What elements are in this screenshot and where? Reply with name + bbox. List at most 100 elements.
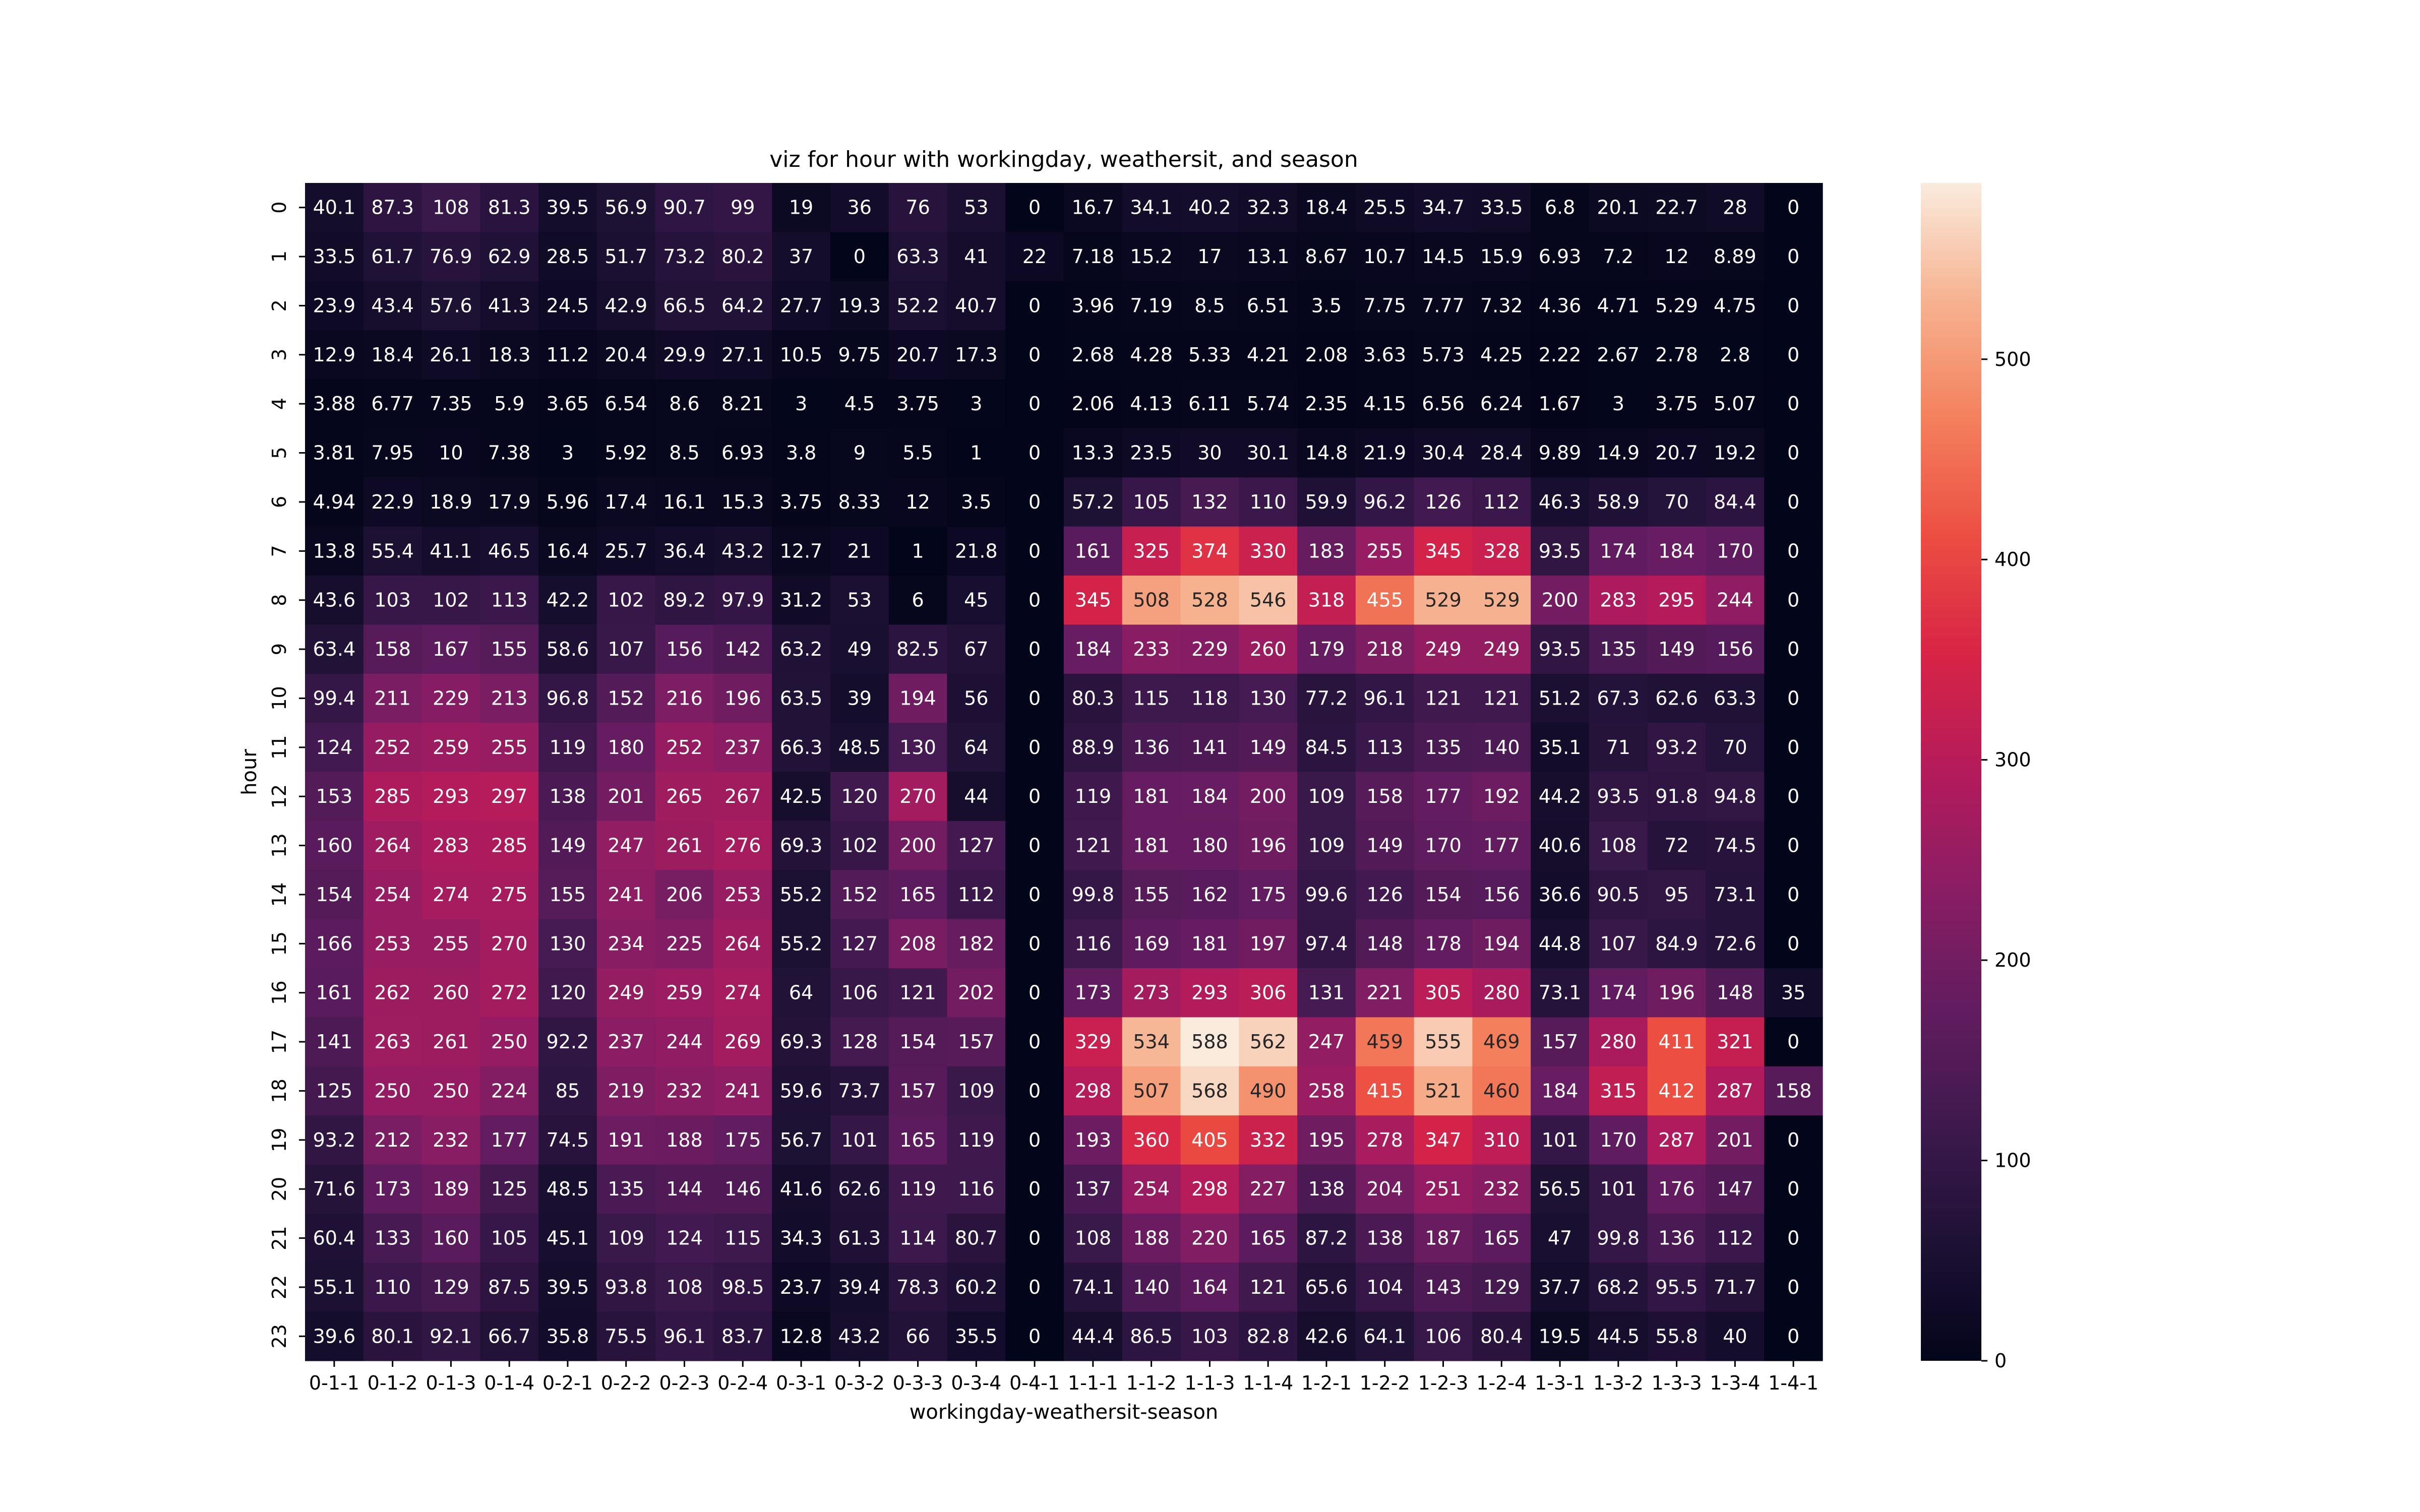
cell-value-label: 92.2 <box>547 1031 589 1053</box>
heatmap-cell <box>1122 673 1181 723</box>
cell-value-label: 0 <box>1787 245 1799 268</box>
cell-value-label: 192 <box>1483 785 1520 807</box>
cell-value-label: 181 <box>1191 932 1228 955</box>
cell-value-label: 259 <box>433 736 469 759</box>
heatmap-cell <box>1472 772 1531 822</box>
cell-value-label: 89.2 <box>663 589 706 611</box>
heatmap-cell <box>1297 1311 1356 1361</box>
heatmap-cell <box>947 1017 1006 1067</box>
heatmap-cell <box>830 1164 889 1214</box>
heatmap-cell <box>1064 379 1123 429</box>
cell-value-label: 5.73 <box>1422 344 1465 366</box>
heatmap-cell <box>1647 576 1707 625</box>
heatmap-cell <box>1647 1311 1707 1361</box>
cell-value-label: 99.8 <box>1072 884 1115 906</box>
cell-value-label: 234 <box>608 932 644 955</box>
x-tick-label: 1-2-2 <box>1360 1372 1410 1394</box>
cell-value-label: 193 <box>1075 1129 1112 1151</box>
heatmap-cell <box>947 183 1006 232</box>
heatmap-cell <box>1239 330 1298 380</box>
cell-value-label: 469 <box>1483 1031 1520 1053</box>
heatmap-cell <box>1005 477 1064 527</box>
heatmap-cell <box>947 870 1006 920</box>
heatmap-cell <box>1239 183 1298 232</box>
cell-value-label: 0 <box>1787 442 1799 464</box>
heatmap-cell <box>655 330 714 380</box>
heatmap-cell <box>363 723 422 773</box>
heatmap-cell <box>1414 232 1473 282</box>
heatmap-cell <box>830 1311 889 1361</box>
heatmap-cell <box>480 428 539 478</box>
y-tick-label: 20 <box>268 1177 290 1201</box>
heatmap-cell <box>1531 183 1590 232</box>
heatmap-cell <box>1531 870 1590 920</box>
heatmap-cell <box>480 1263 539 1312</box>
heatmap-cell <box>363 477 422 527</box>
cell-value-label: 158 <box>1366 785 1403 807</box>
cell-value-label: 229 <box>433 687 469 709</box>
cell-value-label: 126 <box>1366 884 1403 906</box>
heatmap-cell <box>772 1066 831 1116</box>
heatmap-cell <box>1531 772 1590 822</box>
cell-value-label: 82.8 <box>1247 1325 1290 1347</box>
cell-value-label: 5.96 <box>547 491 589 513</box>
cell-value-label: 93.2 <box>1655 736 1698 759</box>
heatmap-cell <box>1414 183 1473 232</box>
heatmap-cell <box>830 379 889 429</box>
heatmap-cell <box>1472 1164 1531 1214</box>
cell-value-label: 216 <box>666 687 703 709</box>
cell-value-label: 12 <box>905 491 930 513</box>
cell-value-label: 287 <box>1658 1129 1695 1151</box>
cell-value-label: 3.75 <box>1655 393 1698 415</box>
cell-value-label: 15.2 <box>1130 245 1173 268</box>
heatmap-cell <box>1180 183 1239 232</box>
heatmap-cell <box>305 870 364 920</box>
cell-value-label: 160 <box>433 1227 469 1249</box>
cell-value-label: 200 <box>1250 785 1287 807</box>
cell-value-label: 13.8 <box>313 540 356 562</box>
cell-value-label: 0 <box>1028 1276 1041 1298</box>
cell-value-label: 28 <box>1723 197 1747 219</box>
heatmap-cell <box>1414 821 1473 870</box>
heatmap-cell <box>1764 1164 1823 1214</box>
heatmap-cell <box>1414 428 1473 478</box>
cell-value-label: 287 <box>1717 1080 1753 1102</box>
cell-value-label: 75.5 <box>604 1325 647 1347</box>
cell-value-label: 293 <box>433 785 469 807</box>
heatmap-cell <box>1706 624 1765 674</box>
cell-value-label: 71.7 <box>1714 1276 1757 1298</box>
cell-value-label: 25.7 <box>604 540 647 562</box>
cell-value-label: 98.5 <box>721 1276 764 1298</box>
heatmap-cell <box>713 673 772 723</box>
cell-value-label: 27.7 <box>780 294 823 317</box>
cell-value-label: 4.28 <box>1130 344 1173 366</box>
heatmap-cell <box>1472 821 1531 870</box>
heatmap-cell <box>1297 624 1356 674</box>
cell-value-label: 253 <box>724 884 761 906</box>
heatmap-cell <box>363 1311 422 1361</box>
heatmap-cell <box>713 772 772 822</box>
heatmap-cell <box>1414 1115 1473 1165</box>
heatmap-cell <box>655 1311 714 1361</box>
heatmap-cell <box>305 379 364 429</box>
heatmap-cell <box>596 870 656 920</box>
cell-value-label: 46.5 <box>488 540 531 562</box>
cell-value-label: 0 <box>1028 884 1041 906</box>
cell-value-label: 7.2 <box>1603 245 1634 268</box>
heatmap-cell <box>1589 1066 1648 1116</box>
cell-value-label: 121 <box>1425 687 1462 709</box>
cell-value-label: 196 <box>724 687 761 709</box>
y-tick-label: 22 <box>268 1275 290 1299</box>
heatmap-cell <box>1122 1066 1181 1116</box>
cell-value-label: 3.96 <box>1072 294 1115 317</box>
cell-value-label: 41.1 <box>430 540 472 562</box>
heatmap-cell <box>596 1115 656 1165</box>
heatmap-cell <box>1064 1311 1123 1361</box>
heatmap-cell <box>596 624 656 674</box>
heatmap-cell <box>1180 673 1239 723</box>
heatmap-cell <box>363 624 422 674</box>
cell-value-label: 42.9 <box>604 294 647 317</box>
heatmap-cell <box>655 232 714 282</box>
cell-value-label: 127 <box>841 932 878 955</box>
cell-value-label: 124 <box>666 1227 703 1249</box>
